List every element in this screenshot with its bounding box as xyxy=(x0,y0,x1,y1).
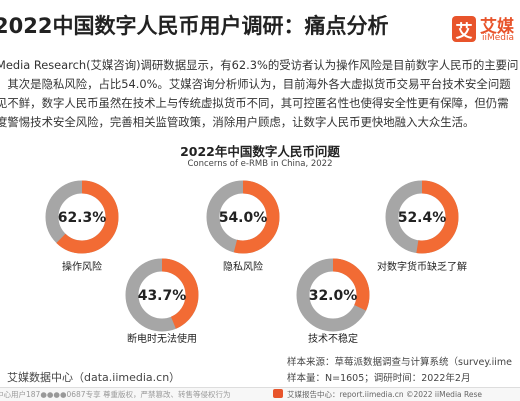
chart-title: 2022年中国数字人民币问题 xyxy=(180,144,340,159)
intro-paragraph: Media Research(艾媒咨询)调研数据显示，有62.3%的受访者认为操… xyxy=(0,56,518,132)
report-center-link[interactable]: 艾媒报告中心：report.iimedia.cn ©2022 iiMedia R… xyxy=(287,390,483,399)
donut-tech-instability: 32.0% 技术不稳定 xyxy=(296,258,370,345)
ring-value-label: 32.0% xyxy=(309,288,358,304)
ring-value-arc xyxy=(125,258,199,332)
donut-power-outage: 43.7% 断电时无法使用 xyxy=(125,258,199,345)
bottom-bar xyxy=(0,387,520,401)
ring-value-arc xyxy=(45,180,119,254)
brand-logo-cn: 艾媒 xyxy=(480,17,514,37)
donut-lack-of-understanding: 52.4% 对数字货币缺乏了解 xyxy=(377,180,467,273)
sample-size: 样本量：N=1605；调研时间：2022年2月 xyxy=(287,373,471,384)
sample-source: 样本来源：草莓派数据调查与计算系统（survey.iime xyxy=(287,357,513,368)
ring-value-label: 43.7% xyxy=(138,288,187,304)
donut-privacy-risk: 54.0% 隐私风险 xyxy=(206,180,280,273)
data-source: ：艾媒数据中心（data.iimedia.cn） xyxy=(0,371,181,384)
ring-value-arc xyxy=(206,180,280,254)
ring-value-label: 54.0% xyxy=(219,210,268,226)
ring-value-label: 52.4% xyxy=(398,210,447,226)
ring-value-arc xyxy=(385,180,459,254)
intro-line-4: 度警惕技术安全风险，完善相关监管政策，消除用户顾虑，让数字人民币更快地融入大众生… xyxy=(0,115,475,129)
copyright-notice: 中心用户187●●●●0687专享 尊重版权，严禁篡改、转售等侵权行为 xyxy=(0,390,231,399)
intro-line-3: 见不鲜，数字人民币虽然在技术上与传统虚拟货币不同，其可控匿名性也使得安全性更有保… xyxy=(0,96,509,110)
ring-value-arc xyxy=(296,258,370,332)
chart-subtitle: Concerns of e-RMB in China, 2022 xyxy=(187,159,333,169)
ring-category-label: 对数字货币缺乏了解 xyxy=(377,260,467,273)
ring-category-label: 断电时无法使用 xyxy=(127,332,197,345)
intro-line-2: ；其次是隐私风险，占比54.0%。艾媒咨询分析师认为，目前海外各大虚拟货币交易平… xyxy=(0,77,511,91)
report-title: 2022中国数字人民币用户调研：痛点分析 xyxy=(0,14,389,38)
ring-category-label: 隐私风险 xyxy=(223,260,263,273)
ring-category-label: 操作风险 xyxy=(62,260,102,273)
intro-line-1: Media Research(艾媒咨询)调研数据显示，有62.3%的受访者认为操… xyxy=(0,58,519,72)
donut-operation-risk: 62.3% 操作风险 xyxy=(45,180,119,273)
brand-logo-en: iiMedia xyxy=(482,33,515,43)
ring-value-label: 62.3% xyxy=(58,210,107,226)
ring-category-label: 技术不稳定 xyxy=(308,332,358,345)
brand-logo-icon: 艾 xyxy=(452,16,476,42)
report-center-logo-icon xyxy=(273,389,283,398)
